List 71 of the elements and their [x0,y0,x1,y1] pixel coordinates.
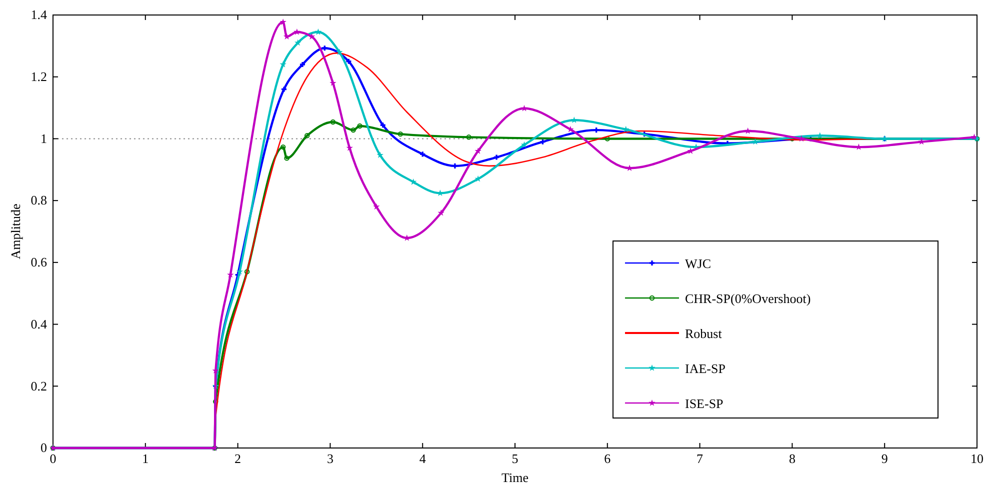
point [438,209,444,216]
x-tick-label: 10 [970,451,984,466]
point [346,58,352,64]
point [466,134,472,140]
point [567,126,574,132]
point [304,133,310,138]
x-axis-title: Time [502,470,529,485]
point [330,119,336,125]
legend-label: ISE-SP [685,396,724,411]
point [404,234,410,241]
x-tick-label: 7 [696,451,704,466]
y-tick-label: 0 [40,440,47,456]
x-tick-label: 8 [788,451,796,466]
x-tick-label: 2 [234,451,242,466]
point [330,80,336,86]
point [622,126,630,132]
y-tick-label: 1.4 [30,7,48,22]
point [294,39,302,46]
point [816,132,824,138]
point [570,116,578,124]
point [410,178,417,185]
point [798,135,805,142]
point [420,152,426,157]
x-tick-label: 4 [419,451,426,466]
x-tick-label: 6 [604,451,612,466]
point [357,123,362,129]
point [376,152,384,158]
point [970,134,978,140]
x-tick-label: 1 [142,451,149,466]
point [294,28,300,35]
y-tick-label: 1.2 [30,69,47,84]
point [594,128,599,133]
point [322,46,328,51]
point [494,154,500,160]
point [474,175,482,182]
x-tick-label: 3 [326,451,334,466]
y-tick-label: 1 [40,130,47,146]
point [314,28,322,35]
legend-label: WJC [685,256,711,271]
point [520,141,528,148]
point [280,18,286,25]
point [687,148,694,154]
point [373,203,380,210]
point [346,144,353,151]
point [280,144,286,150]
y-tick-label: 0.2 [30,378,47,394]
point [540,139,546,144]
point [284,156,290,161]
point [744,127,752,134]
y-axis-title: Amplitude [8,203,23,260]
legend-label: Robust [685,326,722,341]
point [336,48,343,55]
point [280,60,286,68]
point [380,122,386,128]
point [244,269,250,274]
point [350,127,356,133]
point [604,136,610,142]
y-tick-label: 0.8 [30,192,47,208]
point [398,131,404,137]
point [474,148,482,154]
x-tick-label: 9 [881,451,888,466]
point [918,138,925,145]
point [300,62,305,67]
point [452,163,458,168]
y-tick-label: 0.6 [30,254,48,270]
legend-label: IAE-SP [685,361,726,376]
y-tick-label: 0.4 [30,316,48,332]
legend-label: CHR-SP(0%Overshoot) [685,291,811,306]
point [281,86,287,92]
x-tick-label: 5 [512,451,518,466]
point [520,104,528,112]
